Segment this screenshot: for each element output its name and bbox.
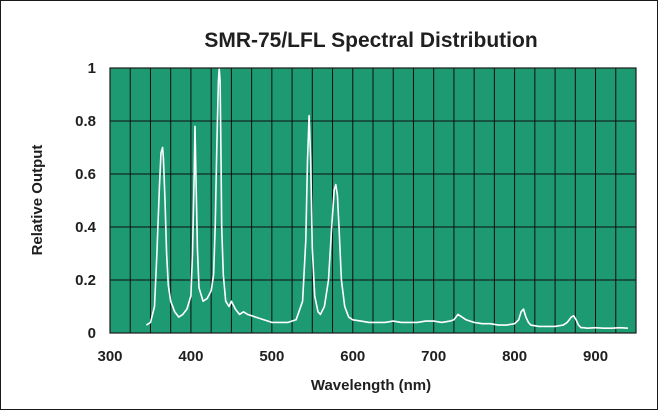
y-tick-label: 0.6 [75, 166, 96, 183]
x-axis-label: Wavelength (nm) [311, 377, 431, 394]
x-axis-ticks: 300 400 500 600 700 800 900 [97, 348, 608, 365]
x-tick-label: 400 [178, 348, 203, 365]
x-tick-label: 700 [421, 348, 446, 365]
y-tick-label: 0.4 [75, 219, 97, 236]
plot-border [109, 67, 637, 334]
x-tick-label: 600 [340, 348, 365, 365]
y-axis-ticks: 0 0.2 0.4 0.6 0.8 1 [75, 60, 97, 342]
y-tick-label: 0.2 [75, 272, 96, 289]
x-tick-label: 300 [97, 348, 122, 365]
y-tick-label: 0.8 [75, 113, 96, 130]
x-tick-label: 500 [259, 348, 284, 365]
x-tick-label: 800 [502, 348, 527, 365]
y-axis-label: Relative Output [29, 145, 46, 256]
y-tick-label: 0 [88, 325, 96, 342]
chart-title: SMR-75/LFL Spectral Distribution [204, 29, 537, 52]
y-tick-label: 1 [88, 60, 96, 77]
x-tick-label: 900 [583, 348, 608, 365]
series-line [145, 67, 628, 329]
